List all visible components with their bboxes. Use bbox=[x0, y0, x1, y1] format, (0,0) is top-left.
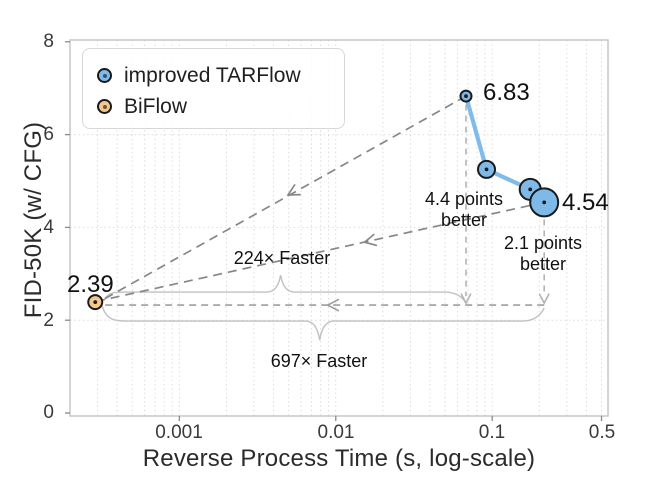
annotation-697x-faster: 697× Faster bbox=[270, 351, 368, 371]
annotation-21-points-better: 2.1 points better bbox=[503, 233, 583, 274]
x-tick-01: 0.1 bbox=[478, 422, 506, 443]
legend-item-biflow: BiFlow bbox=[97, 91, 344, 122]
legend-label-biflow: BiFlow bbox=[124, 94, 188, 118]
brace-annotations bbox=[101, 274, 545, 341]
axes bbox=[65, 39, 609, 421]
horizontal-arrow bbox=[104, 298, 545, 312]
gridlines bbox=[70, 40, 608, 416]
legend-item-tarflow: improved TARFlow bbox=[97, 60, 344, 91]
x-axis-label: Reverse Process Time (s, log-scale) bbox=[142, 445, 536, 472]
y-tick-2: 2 bbox=[43, 310, 54, 331]
annotation-224x-faster: 224× Faster bbox=[233, 248, 331, 268]
y-tick-4: 4 bbox=[43, 217, 54, 238]
x-tick-001: 0.01 bbox=[317, 422, 355, 443]
tarflow-marker-icon bbox=[97, 68, 112, 83]
x-tick-0001: 0.001 bbox=[155, 422, 203, 443]
y-tick-0: 0 bbox=[43, 402, 54, 423]
x-tick-05: 0.5 bbox=[588, 422, 616, 443]
legend-label-tarflow: improved TARFlow bbox=[124, 63, 301, 87]
label-239: 2.39 bbox=[67, 271, 114, 298]
label-454: 4.54 bbox=[562, 189, 609, 216]
biflow-marker-icon bbox=[97, 99, 112, 114]
data-points bbox=[87, 89, 560, 311]
vertical-arrows bbox=[460, 104, 550, 305]
diagonal-arrows bbox=[101, 95, 545, 301]
y-tick-6: 6 bbox=[43, 124, 54, 145]
label-683: 6.83 bbox=[483, 79, 530, 106]
annotation-44-points-better: 4.4 points better bbox=[424, 189, 504, 230]
legend: improved TARFlow BiFlow bbox=[82, 48, 345, 129]
y-tick-8: 8 bbox=[43, 31, 54, 52]
